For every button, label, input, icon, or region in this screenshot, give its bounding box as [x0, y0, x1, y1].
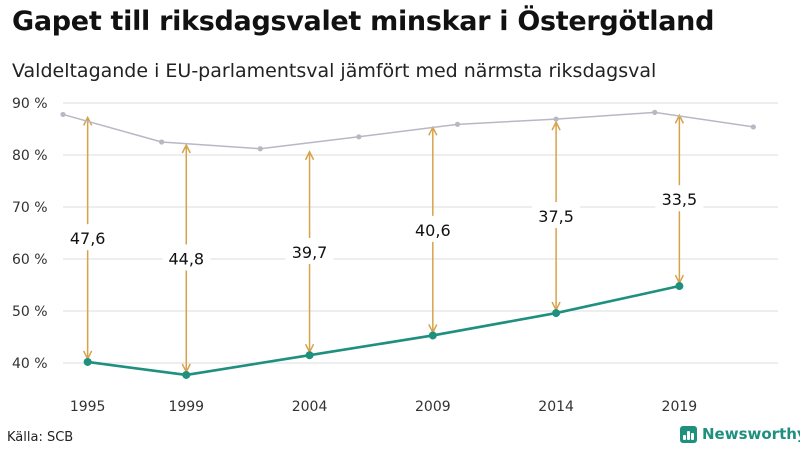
riksdag-election-point	[356, 134, 362, 140]
gap-label-bg	[63, 224, 112, 251]
gap-label-bg	[655, 185, 704, 212]
x-tick-label: 2019	[662, 399, 698, 415]
x-tick-label: 2009	[415, 399, 451, 415]
eu-election-point	[675, 282, 684, 291]
eu-election-point	[428, 331, 437, 340]
gap-label: 44,8	[168, 249, 204, 268]
gap-label: 33,5	[662, 190, 698, 209]
x-tick-label: 2014	[538, 399, 574, 415]
gap-labels: 47,6 44,8 39,7 40,6 37,5 33,5	[63, 185, 704, 271]
y-tick-label: 60 %	[12, 252, 48, 268]
turnout-chart: 47,6 44,8 39,7 40,6 37,5 33,5 40 % 50 % 60 % 70 …	[12, 96, 778, 415]
eu-election-line	[87, 284, 680, 377]
gap-label: 37,5	[538, 207, 574, 226]
chart-title: Gapet till riksdagsvalet minskar i Öster…	[12, 6, 715, 37]
eu-election-point	[83, 357, 92, 366]
y-tick-label: 50 %	[12, 304, 48, 320]
riksdag-election-point	[553, 116, 559, 122]
source-note: Källa: SCB	[7, 430, 74, 445]
riksdag-election-point	[750, 124, 756, 130]
eu-election-point	[552, 309, 561, 318]
gap-label: 40,6	[415, 221, 451, 240]
brand-name: Newsworthy	[702, 425, 800, 443]
riksdag-election-point	[652, 109, 658, 115]
y-tick-label: 70 %	[12, 200, 48, 216]
gap-label-bg	[532, 202, 581, 229]
gap-label-bg	[162, 244, 211, 271]
gap-arrows	[82, 113, 685, 374]
riksdag-election-point	[159, 139, 165, 145]
y-tick-label: 40 %	[12, 356, 48, 372]
chart-subtitle: Valdeltagande i EU-parlamentsval jämfört…	[12, 60, 657, 82]
riksdag-election-point	[257, 146, 263, 152]
x-tick-label: 1995	[70, 399, 106, 415]
gap-label: 39,7	[292, 243, 328, 262]
gap-arrow-head-top	[181, 143, 191, 154]
y-tick-label: 90 %	[12, 96, 48, 112]
gap-label-bg	[285, 237, 334, 264]
gap-label-bg	[408, 215, 457, 242]
eu-election-point	[305, 351, 314, 360]
eu-election-point	[182, 370, 191, 379]
series-lines	[60, 109, 756, 379]
riksdag-election-point	[60, 111, 66, 118]
x-tick-label: 1999	[168, 399, 204, 415]
brand-logo: Newsworthy	[680, 425, 800, 443]
gap-arrow-head-top	[551, 120, 561, 131]
axis-labels: 40 % 50 % 60 % 70 % 80 % 90 % 1995 1999 2004 2009…	[12, 96, 697, 415]
gap-arrow-head-top	[304, 150, 315, 161]
x-tick-label: 2004	[292, 399, 328, 415]
bar-chart-icon	[680, 425, 697, 443]
riksdag-election-point	[454, 121, 461, 127]
gap-label: 47,6	[70, 229, 106, 248]
riksdag-election-line	[62, 111, 754, 150]
y-tick-label: 80 %	[12, 148, 48, 164]
